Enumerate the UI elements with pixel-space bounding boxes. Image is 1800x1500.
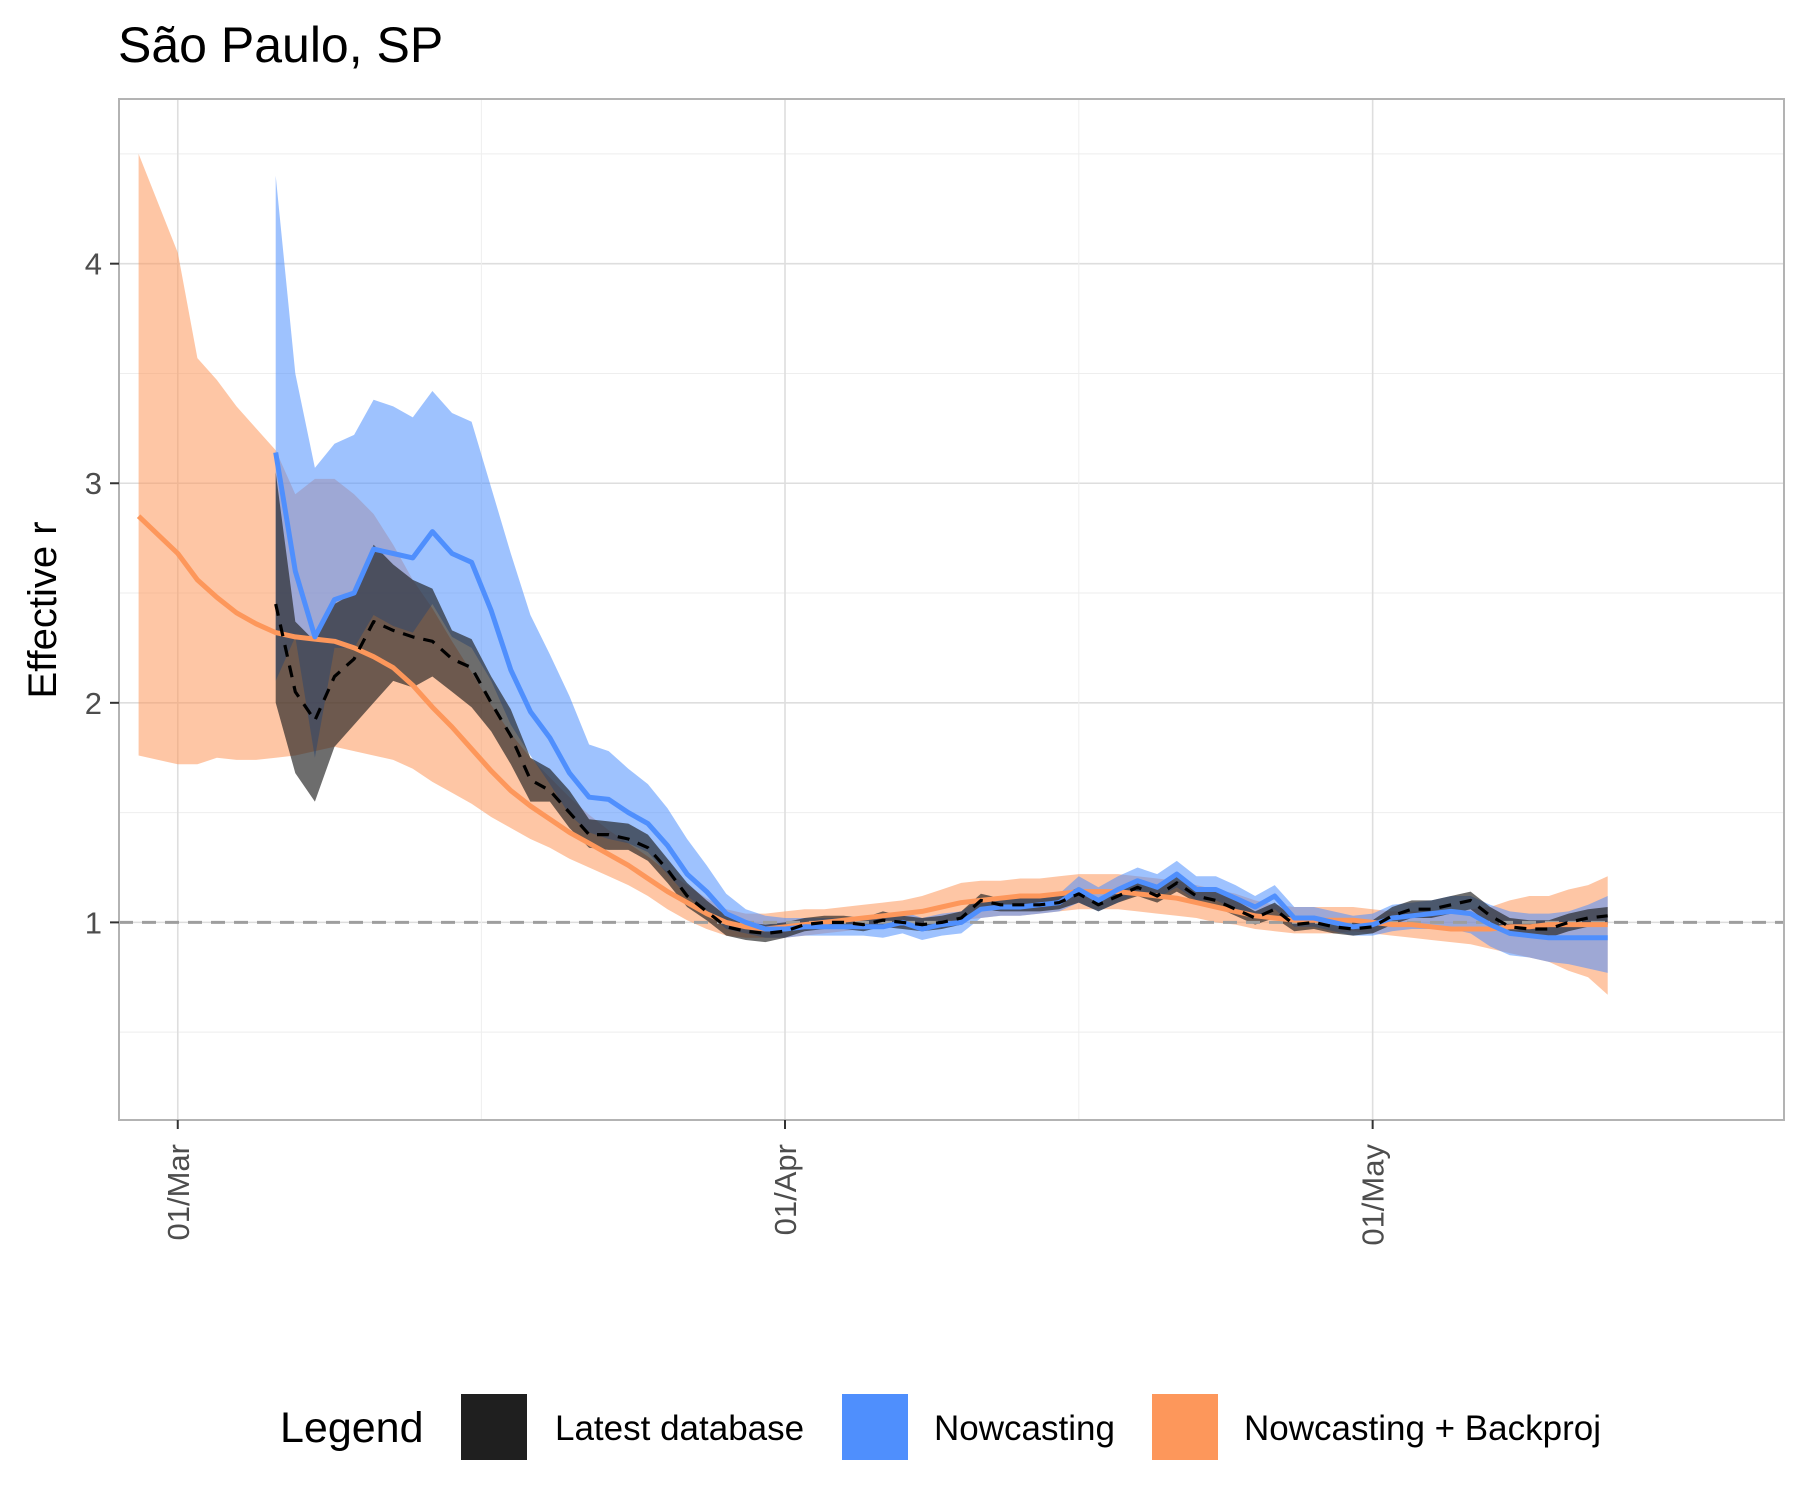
band-nowcasting: [275, 175, 1608, 973]
y-axis: 1 2 3 4: [85, 247, 119, 940]
legend-key-latest-database: [461, 1394, 527, 1460]
plot-border: [118, 98, 1785, 1121]
legend-key-nowcasting: [842, 1394, 908, 1460]
y-tick-label: 2: [85, 686, 102, 721]
x-tick-label: 01/Mar: [161, 1144, 196, 1240]
legend: Legend Latest database Nowcasting Nowcas…: [280, 1394, 1601, 1460]
series-lines: [136, 452, 1608, 941]
x-axis: 01/Mar 01/Apr 01/May: [161, 1120, 1391, 1246]
legend-key-nowcasting-backproj: [1152, 1394, 1218, 1460]
line-nowcasting-backproj: [136, 514, 1608, 932]
x-tick-label: 01/Apr: [768, 1144, 803, 1235]
band-latest-database: [275, 472, 1608, 943]
legend-label-nowcasting-backproj: Nowcasting + Backproj: [1244, 1409, 1601, 1448]
chart-title: São Paulo, SP: [118, 17, 443, 73]
y-tick-label: 4: [85, 247, 102, 282]
x-tick-label: 01/May: [1356, 1144, 1391, 1246]
legend-label-nowcasting: Nowcasting: [934, 1409, 1115, 1448]
y-tick-label: 3: [85, 466, 102, 501]
y-axis-label: Effective r: [21, 521, 65, 698]
line-latest-database: [274, 603, 1608, 936]
legend-label-latest-database: Latest database: [555, 1409, 804, 1448]
y-tick-label: 1: [85, 905, 102, 940]
legend-title: Legend: [280, 1404, 424, 1452]
